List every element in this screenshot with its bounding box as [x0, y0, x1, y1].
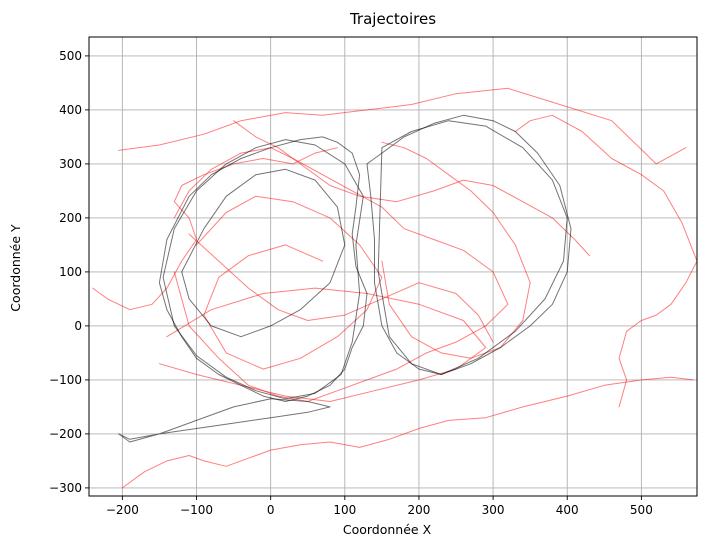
x-tick-label: 500 [630, 503, 653, 517]
y-axis-ticks: −300 −200 −100 0 100 200 300 400 500 [49, 49, 89, 495]
x-axis-ticks: −200 −100 0 100 200 300 400 500 [106, 496, 653, 517]
y-tick-label: 500 [59, 49, 82, 63]
x-axis-label: Coordonnée X [343, 522, 432, 537]
red-trajectory-line [188, 233, 494, 343]
x-tick-label: 200 [407, 503, 430, 517]
y-tick-label: 200 [59, 211, 82, 225]
y-tick-label: −300 [49, 481, 82, 495]
red-trajectory-line [173, 147, 509, 402]
trajectory-series [92, 87, 697, 489]
red-trajectory-line [118, 87, 687, 165]
black-trajectory-line [118, 398, 331, 443]
black-trajectory-line [181, 168, 346, 338]
x-tick-label: −200 [106, 503, 139, 517]
plot-frame [88, 36, 698, 497]
black-trajectory-line [377, 120, 568, 375]
y-axis-label: Coordonnée Y [8, 224, 23, 312]
y-tick-label: −100 [49, 373, 82, 387]
chart-title: Trajectoires [349, 10, 436, 28]
y-tick-label: 100 [59, 265, 82, 279]
y-tick-label: 400 [59, 103, 82, 117]
x-tick-label: −100 [180, 503, 213, 517]
y-tick-label: 0 [74, 319, 82, 333]
red-trajectory-line [381, 141, 531, 359]
red-trajectory-line [158, 287, 487, 402]
red-trajectory-line [233, 120, 590, 257]
black-trajectory-line [162, 139, 364, 400]
black-trajectory-line [158, 136, 368, 402]
x-tick-label: 0 [267, 503, 275, 517]
red-trajectory-line [121, 376, 694, 489]
x-tick-label: 300 [482, 503, 505, 517]
x-tick-label: 400 [556, 503, 579, 517]
black-trajectory-line [366, 114, 572, 375]
y-tick-label: −200 [49, 427, 82, 441]
y-tick-label: 300 [59, 157, 82, 171]
plot-area [92, 87, 697, 489]
red-trajectory-line [514, 114, 697, 408]
x-tick-label: 100 [333, 503, 356, 517]
